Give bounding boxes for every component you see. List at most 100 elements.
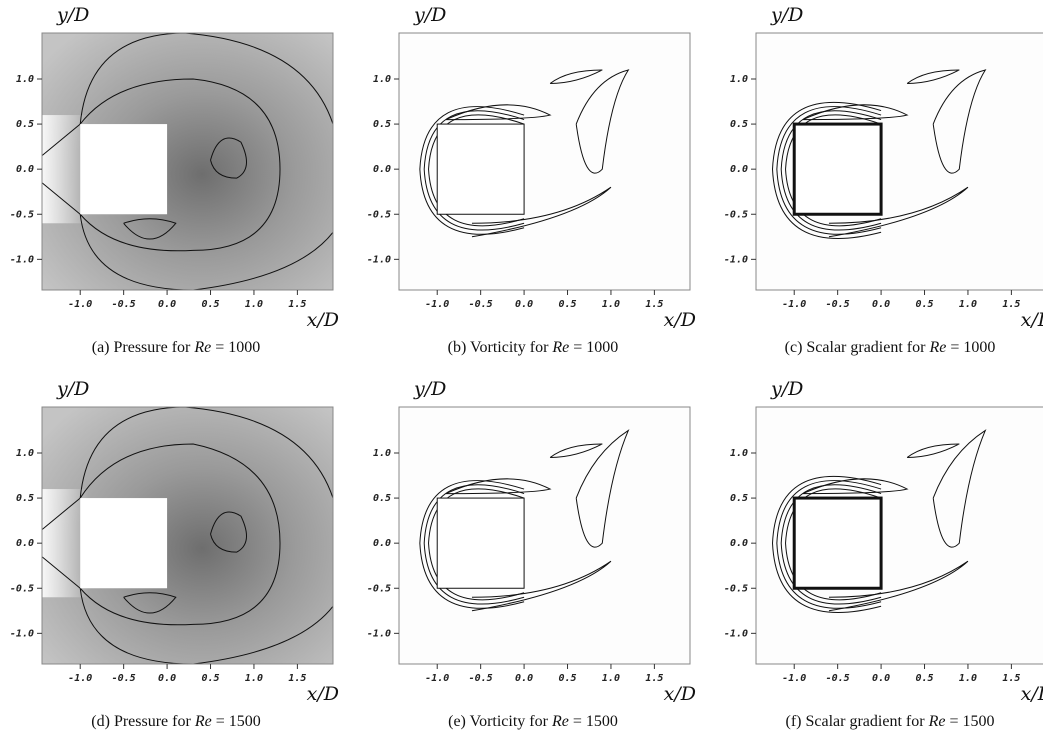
- panel: -1.0 -0.5 0.0 0.5 1.0 1.5 -1.0 -0.5 0.0 0.5 1.0 y/D…: [10, 4, 339, 356]
- y-tick-label: 0.5: [16, 493, 34, 504]
- y-tick-label: 0.5: [16, 119, 34, 130]
- y-tick-label: 1.0: [730, 448, 748, 459]
- x-tick-label: 1.0: [959, 673, 977, 684]
- cylinder: [80, 498, 167, 588]
- y-axis-label: y/D: [56, 378, 89, 400]
- x-axis-label: x/D: [307, 309, 339, 331]
- cylinder: [80, 124, 167, 214]
- x-tick-label: 0.0: [158, 299, 176, 310]
- caption-value: = 1500: [216, 713, 261, 730]
- x-tick-label: -1.0: [782, 673, 806, 684]
- x-tick-label: -1.0: [425, 673, 449, 684]
- x-tick-label: -1.0: [68, 299, 92, 310]
- y-axis-label: y/D: [413, 4, 446, 26]
- cylinder: [437, 498, 524, 588]
- caption-variable: Re: [193, 339, 211, 356]
- y-tick-label: -0.5: [10, 209, 34, 220]
- y-tick-label: 0.5: [730, 493, 748, 504]
- y-tick-label: 1.0: [16, 74, 34, 85]
- y-tick-label: -1.0: [10, 254, 34, 265]
- x-axis-label: x/D: [307, 683, 339, 705]
- x-tick-label: 1.5: [1002, 673, 1020, 684]
- x-tick-label: -0.5: [826, 299, 850, 310]
- x-tick-label: 1.0: [245, 673, 263, 684]
- x-tick-label: 0.5: [558, 673, 576, 684]
- x-tick-label: -0.5: [469, 673, 493, 684]
- cylinder: [794, 124, 881, 214]
- x-tick-label: 0.5: [201, 673, 219, 684]
- x-tick-label: 0.0: [515, 299, 533, 310]
- caption-value: = 1000: [573, 339, 618, 356]
- y-tick-label: -0.5: [367, 209, 391, 220]
- cylinder: [794, 498, 881, 588]
- caption-text: (e) Vorticity for: [448, 713, 549, 730]
- y-tick-label: -1.0: [367, 628, 391, 639]
- caption-variable: Re: [928, 713, 946, 730]
- x-tick-label: -0.5: [469, 299, 493, 310]
- x-tick-label: 1.0: [959, 299, 977, 310]
- x-tick-label: 0.0: [158, 673, 176, 684]
- y-tick-label: 1.0: [16, 448, 34, 459]
- x-tick-label: -0.5: [112, 673, 136, 684]
- y-tick-label: 0.0: [16, 538, 34, 549]
- x-tick-label: 0.5: [915, 299, 933, 310]
- y-tick-label: 1.0: [373, 74, 391, 85]
- caption-value: = 1500: [949, 713, 994, 730]
- x-axis-label: x/D: [1021, 309, 1043, 331]
- figure: -1.0 -0.5 0.0 0.5 1.0 1.5 -1.0 -0.5 0.0 0.5 1.0 y/D…: [0, 0, 1043, 730]
- caption: (a) Pressure for Re = 1000: [92, 339, 261, 356]
- caption-value: = 1500: [573, 713, 618, 730]
- x-tick-label: 1.0: [602, 673, 620, 684]
- caption: (e) Vorticity for Re = 1500: [448, 713, 618, 730]
- x-axis-label: x/D: [664, 309, 696, 331]
- y-tick-label: -0.5: [724, 209, 748, 220]
- y-tick-label: 0.5: [730, 119, 748, 130]
- panel: -1.0-0.50.00.51.01.5-1.0-0.50.00.51.0y/D…: [10, 378, 339, 730]
- caption: (f) Scalar gradient for Re = 1500: [786, 713, 995, 730]
- y-axis-label: y/D: [413, 378, 446, 400]
- y-tick-label: 0.5: [373, 493, 391, 504]
- x-tick-label: 0.0: [872, 299, 890, 310]
- x-tick-label: 0.5: [915, 673, 933, 684]
- x-tick-label: 1.0: [245, 299, 263, 310]
- caption-text: (c) Scalar gradient for: [785, 339, 926, 356]
- x-tick-label: -1.0: [425, 299, 449, 310]
- caption: (d) Pressure for Re = 1500: [91, 713, 260, 730]
- caption-variable: Re: [928, 339, 946, 356]
- x-tick-label: 0.5: [201, 299, 219, 310]
- caption-value: = 1000: [950, 339, 995, 356]
- x-axis-label: x/D: [664, 683, 696, 705]
- x-tick-label: 1.0: [602, 299, 620, 310]
- caption-text: (b) Vorticity for: [448, 339, 549, 356]
- caption-variable: Re: [194, 713, 212, 730]
- y-axis-label: y/D: [56, 4, 89, 26]
- x-tick-label: -0.5: [112, 299, 136, 310]
- caption-text: (f) Scalar gradient for: [786, 713, 926, 730]
- y-tick-label: -1.0: [367, 254, 391, 265]
- x-tick-label: -1.0: [68, 673, 92, 684]
- y-tick-label: 0.5: [373, 119, 391, 130]
- y-tick-label: -1.0: [10, 628, 34, 639]
- x-tick-label: 0.0: [872, 673, 890, 684]
- x-tick-label: 1.5: [1002, 299, 1020, 310]
- y-tick-label: 0.0: [730, 164, 748, 175]
- caption-text: (d) Pressure for: [91, 713, 191, 730]
- y-tick-label: 0.0: [16, 164, 34, 175]
- caption-variable: Re: [551, 339, 569, 356]
- caption-variable: Re: [551, 713, 569, 730]
- x-tick-label: 1.5: [645, 299, 663, 310]
- y-tick-label: 0.0: [373, 164, 391, 175]
- x-tick-label: -0.5: [826, 673, 850, 684]
- caption: (b) Vorticity for Re = 1000: [448, 339, 619, 356]
- y-tick-label: 0.0: [373, 538, 391, 549]
- y-tick-label: -0.5: [724, 583, 748, 594]
- x-tick-label: 1.5: [645, 673, 663, 684]
- x-tick-label: 1.5: [288, 299, 306, 310]
- y-tick-label: 0.0: [730, 538, 748, 549]
- y-axis-label: y/D: [770, 378, 803, 400]
- y-tick-label: -1.0: [724, 254, 748, 265]
- y-tick-label: 1.0: [730, 74, 748, 85]
- y-tick-label: -1.0: [724, 628, 748, 639]
